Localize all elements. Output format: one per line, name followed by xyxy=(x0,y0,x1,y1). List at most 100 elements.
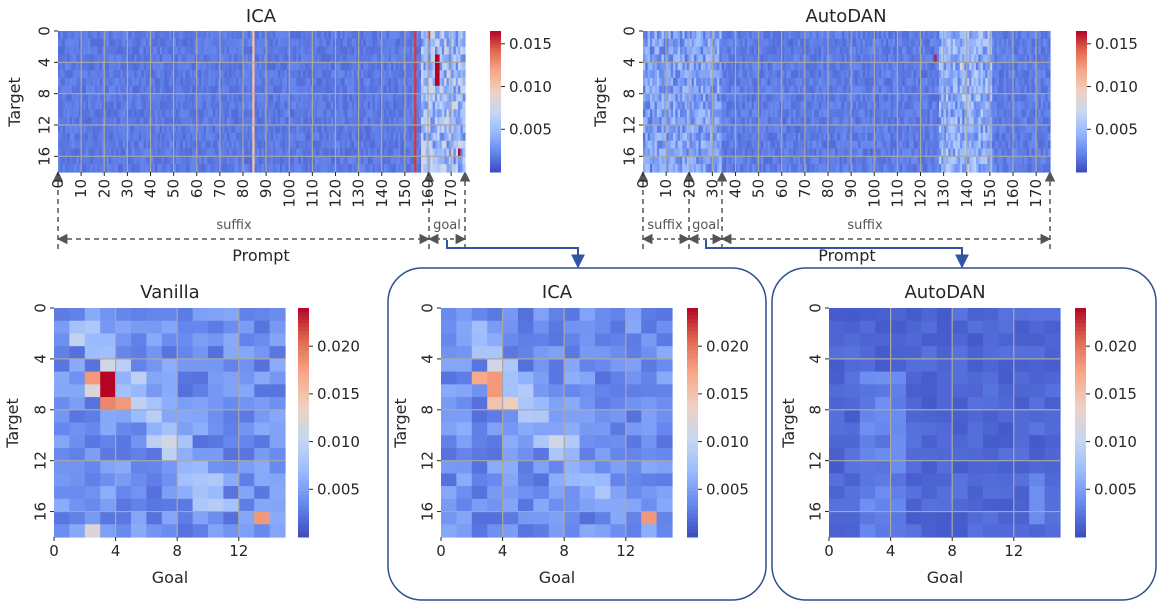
heatmap-cell xyxy=(166,156,170,165)
heatmap-cell xyxy=(437,125,441,134)
heatmap-cell xyxy=(263,54,267,63)
heatmap-cell xyxy=(71,93,75,103)
heatmap-cell xyxy=(370,101,374,110)
heatmap-cell xyxy=(307,31,311,40)
heatmap-cell xyxy=(340,31,344,40)
heatmap-cell xyxy=(395,109,399,118)
heatmap-cell xyxy=(414,117,418,126)
heatmap-cell xyxy=(259,101,263,110)
heatmap-cell xyxy=(189,156,193,165)
heatmap-cell xyxy=(284,140,288,150)
heatmap-cell xyxy=(379,132,383,142)
heatmap-cell xyxy=(282,93,286,103)
heatmap-cell xyxy=(386,164,390,173)
heatmap-cell xyxy=(217,62,221,71)
heatmap-cell xyxy=(268,117,272,126)
heatmap-cell xyxy=(175,54,179,63)
heatmap-cell xyxy=(243,156,246,165)
heatmap-cell xyxy=(64,54,68,63)
heatmap-cell xyxy=(381,85,385,95)
heatmap-cell xyxy=(224,85,228,95)
heatmap-cell xyxy=(451,70,455,79)
heatmap-cell xyxy=(363,148,367,157)
heatmap-cell xyxy=(395,78,399,87)
heatmap-cell xyxy=(64,125,68,134)
heatmap-cell xyxy=(416,46,420,56)
heatmap-cell xyxy=(411,85,415,95)
heatmap-cell xyxy=(298,109,302,118)
heatmap-cell xyxy=(182,164,186,173)
heatmap-cell xyxy=(289,85,293,95)
heatmap-cell xyxy=(360,93,364,103)
heatmap-cell xyxy=(411,38,415,48)
heatmap-cell xyxy=(171,109,175,118)
heatmap-cell xyxy=(374,117,378,126)
heatmap-cell xyxy=(261,62,265,71)
heatmap-cell xyxy=(458,38,461,48)
heatmap-cell xyxy=(293,46,297,56)
heatmap-cell xyxy=(344,148,348,157)
heatmap-cell xyxy=(247,109,251,118)
heatmap-cell xyxy=(76,148,80,157)
heatmap-cell xyxy=(148,109,152,118)
heatmap-cell xyxy=(370,125,374,134)
heatmap-cell xyxy=(148,156,152,165)
heatmap-cell xyxy=(354,78,357,87)
heatmap-cell xyxy=(171,140,175,150)
heatmap-cell xyxy=(347,117,350,126)
heatmap-cell xyxy=(358,132,362,142)
heatmap-cell xyxy=(189,148,193,157)
heatmap-cell xyxy=(333,38,337,48)
heatmap-cell xyxy=(88,132,91,142)
heatmap-cell xyxy=(321,78,325,87)
heatmap-cell xyxy=(340,38,344,48)
heatmap-cell xyxy=(208,140,212,150)
heatmap-cell xyxy=(263,164,267,173)
heatmap-cell xyxy=(395,62,399,71)
heatmap-cell xyxy=(212,85,216,95)
heatmap-cell xyxy=(245,101,249,110)
heatmap-cell xyxy=(152,156,156,165)
heatmap-cell xyxy=(115,38,119,48)
heatmap-cell xyxy=(203,85,207,95)
heatmap-cell xyxy=(386,93,390,103)
heatmap-cell xyxy=(367,117,371,126)
heatmap-cell xyxy=(360,109,364,118)
heatmap-cell xyxy=(74,54,78,63)
heatmap-cell xyxy=(296,132,300,142)
heatmap-cell xyxy=(428,164,431,173)
heatmap-cell xyxy=(342,101,346,110)
heatmap-cell xyxy=(83,38,87,48)
heatmap-cell xyxy=(106,125,110,134)
heatmap-cell xyxy=(347,78,350,87)
heatmap-cell xyxy=(171,125,175,134)
heatmap-cell xyxy=(323,117,327,126)
heatmap-cell xyxy=(268,148,272,157)
heatmap-cell xyxy=(319,156,323,165)
heatmap-cell xyxy=(231,156,235,165)
heatmap-cell xyxy=(229,164,233,173)
heatmap-cell xyxy=(106,140,110,150)
heatmap-cell xyxy=(360,132,364,142)
heatmap-cell xyxy=(69,31,73,40)
heatmap-cell xyxy=(284,164,288,173)
heatmap-cell xyxy=(58,117,61,126)
heatmap-cell xyxy=(400,164,404,173)
heatmap-cell xyxy=(92,46,96,56)
heatmap-cell xyxy=(120,70,124,79)
heatmap-cell xyxy=(462,54,466,63)
heatmap-cell xyxy=(377,54,381,63)
heatmap-cell xyxy=(115,54,119,63)
heatmap-cell xyxy=(344,70,348,79)
heatmap-cell xyxy=(439,62,443,71)
heatmap-cell xyxy=(187,164,191,173)
heatmap-cell xyxy=(391,156,394,165)
heatmap-cell xyxy=(150,85,154,95)
heatmap-cell xyxy=(430,109,434,118)
heatmap-cell xyxy=(219,62,223,71)
heatmap-cell xyxy=(439,78,443,87)
heatmap-cell xyxy=(90,132,94,142)
heatmap-cell xyxy=(335,125,339,134)
heatmap-cell xyxy=(273,109,276,118)
heatmap-cell xyxy=(166,46,170,56)
